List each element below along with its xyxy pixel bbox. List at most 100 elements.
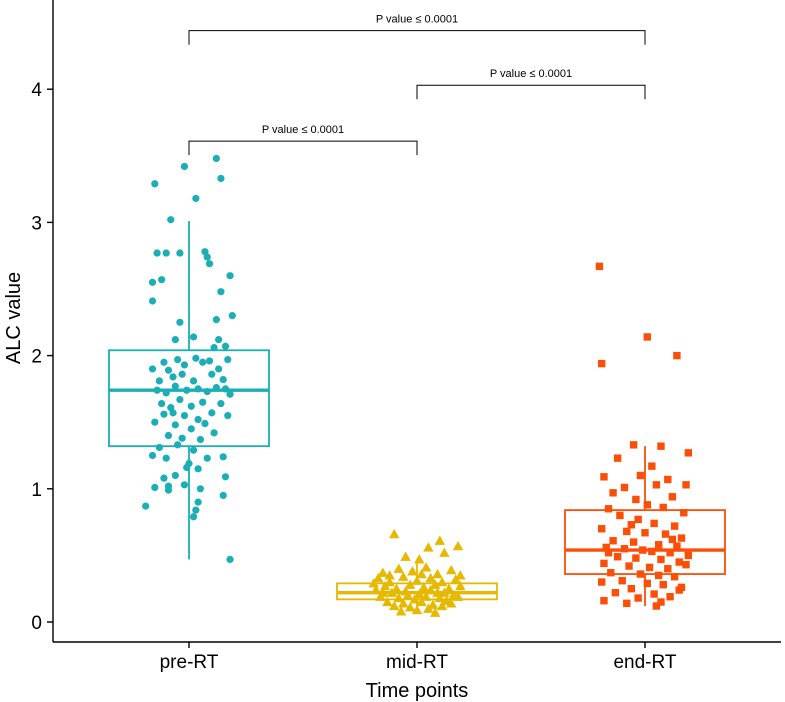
data-point-end-RT [670, 573, 679, 581]
data-point-pre-RT [208, 370, 216, 378]
data-point-mid-RT [404, 602, 416, 612]
data-point-pre-RT [189, 446, 198, 454]
data-point-mid-RT [425, 572, 436, 583]
data-point-end-RT [602, 543, 610, 552]
data-point-end-RT [657, 555, 665, 564]
data-point-pre-RT [176, 318, 184, 326]
data-point-end-RT [600, 473, 608, 481]
data-point-mid-RT [452, 540, 464, 551]
data-point-pre-RT [196, 485, 204, 493]
data-point-mid-RT [391, 583, 402, 593]
data-point-end-RT [613, 553, 622, 561]
data-point-pre-RT [219, 375, 227, 384]
data-point-pre-RT [160, 358, 168, 366]
data-point-end-RT [675, 586, 683, 594]
data-point-pre-RT [212, 154, 220, 163]
data-point-end-RT [673, 351, 681, 360]
data-point-end-RT [600, 596, 608, 605]
data-point-pre-RT [148, 297, 157, 305]
data-point-pre-RT [158, 399, 166, 408]
data-point-pre-RT [221, 342, 230, 350]
data-point-end-RT [668, 493, 677, 501]
y-axis-title: ALC value [3, 272, 25, 364]
data-point-end-RT [670, 522, 679, 530]
data-point-end-RT [597, 578, 606, 586]
data-point-pre-RT [224, 411, 232, 420]
data-point-pre-RT [178, 434, 186, 442]
data-point-mid-RT [384, 570, 395, 580]
data-point-mid-RT [373, 572, 384, 583]
data-point-end-RT [611, 588, 620, 597]
data-point-pre-RT [180, 481, 189, 489]
data-point-pre-RT [203, 253, 211, 261]
box-pre-RT [108, 349, 270, 448]
data-point-end-RT [641, 529, 649, 537]
data-point-end-RT [652, 602, 661, 610]
data-point-pre-RT [210, 429, 218, 437]
data-point-pre-RT [201, 419, 209, 428]
plot-marks [142, 154, 693, 617]
data-point-pre-RT [153, 249, 161, 257]
data-point-mid-RT [436, 600, 448, 611]
y-tick-label: 2 [31, 347, 42, 368]
data-point-mid-RT [414, 554, 425, 564]
significance-bracket [188, 140, 418, 156]
data-point-pre-RT [148, 451, 157, 460]
data-point-end-RT [684, 551, 693, 560]
data-point-mid-RT [416, 596, 427, 607]
data-point-pre-RT [187, 402, 195, 410]
p-value-label: P value ≤ 0.0001 [490, 68, 572, 80]
data-point-mid-RT [416, 568, 427, 579]
data-point-end-RT [675, 558, 683, 566]
data-point-end-RT [618, 577, 626, 585]
data-point-mid-RT [377, 567, 388, 577]
data-point-end-RT [664, 565, 672, 573]
data-point-end-RT [629, 538, 638, 546]
data-point-end-RT [632, 495, 640, 504]
x-axis-title: Time points [366, 680, 469, 702]
data-point-pre-RT [215, 336, 223, 344]
data-point-end-RT [632, 554, 640, 562]
x-tick-label-mid-RT: mid-RT [386, 652, 448, 673]
data-point-end-RT [604, 549, 613, 557]
data-point-pre-RT [196, 435, 204, 444]
data-point-pre-RT [189, 377, 198, 385]
data-point-end-RT [657, 598, 665, 606]
data-point-end-RT [654, 541, 663, 549]
data-point-mid-RT [423, 603, 434, 613]
data-point-end-RT [634, 594, 642, 602]
y-tick-label: 0 [31, 613, 42, 634]
data-point-pre-RT [164, 431, 173, 440]
data-point-end-RT [627, 521, 636, 529]
data-point-pre-RT [171, 421, 179, 429]
data-point-pre-RT [217, 174, 225, 183]
data-point-end-RT [684, 449, 693, 457]
data-point-end-RT [659, 581, 667, 589]
significance-bracket [188, 30, 646, 45]
x-tick-label-pre-RT: pre-RT [160, 652, 219, 673]
data-point-pre-RT [226, 272, 234, 280]
significance-brackets: P value ≤ 0.0001 P value ≤ 0.0001 P value … [188, 14, 646, 156]
data-point-pre-RT [199, 398, 207, 406]
data-point-end-RT [666, 592, 674, 601]
data-point-mid-RT [407, 566, 418, 576]
data-point-end-RT [673, 542, 681, 550]
data-point-pre-RT [171, 382, 179, 390]
data-point-end-RT [650, 590, 658, 598]
data-point-pre-RT [192, 506, 200, 514]
p-value-label: P value ≤ 0.0001 [376, 14, 458, 26]
data-point-pre-RT [142, 502, 150, 510]
data-point-mid-RT [443, 583, 455, 593]
data-point-end-RT [650, 519, 658, 528]
data-point-end-RT [634, 515, 642, 524]
data-point-pre-RT [219, 491, 227, 500]
y-tick-label: 1 [31, 480, 42, 501]
data-point-pre-RT [224, 355, 232, 364]
data-point-end-RT [648, 462, 656, 470]
data-point-pre-RT [212, 316, 220, 324]
data-point-end-RT [657, 442, 665, 450]
data-point-end-RT [597, 359, 606, 368]
data-point-pre-RT [151, 180, 159, 188]
data-point-mid-RT [430, 607, 441, 617]
data-point-pre-RT [205, 260, 214, 268]
